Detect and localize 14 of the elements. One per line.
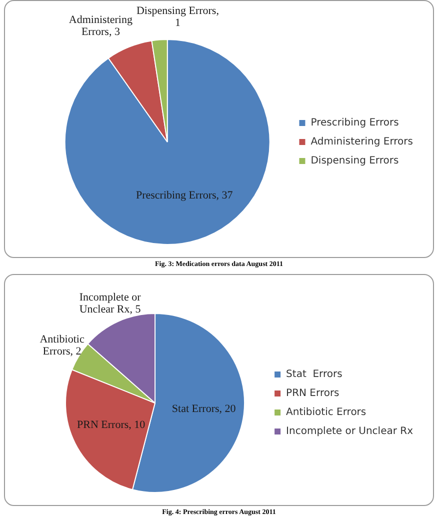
legend-label: Antibiotic Errors (286, 407, 366, 418)
data-label: Stat Errors, 20 (172, 403, 236, 416)
data-label: Prescribing Errors, 37 (136, 190, 234, 202)
legend-label: Dispensing Errors (310, 156, 399, 167)
legend-label: Incomplete or Unclear Rx (286, 426, 414, 438)
data-label: Administering Errors, 3 (68, 14, 133, 38)
legend-label: PRN Errors (286, 388, 340, 400)
data-label: PRN Errors, 10 (77, 419, 146, 432)
text: Incomplete or Unclear Rx, 5 (79, 291, 141, 316)
data-label: Antibiotic Errors, 2 (40, 334, 84, 358)
data-label: Dispensing Errors, 1 (136, 5, 220, 30)
legend-label: Administering Errors (310, 136, 414, 148)
legend-label: Prescribing Errors (310, 118, 399, 129)
legend-label: Stat Errors (286, 369, 342, 380)
